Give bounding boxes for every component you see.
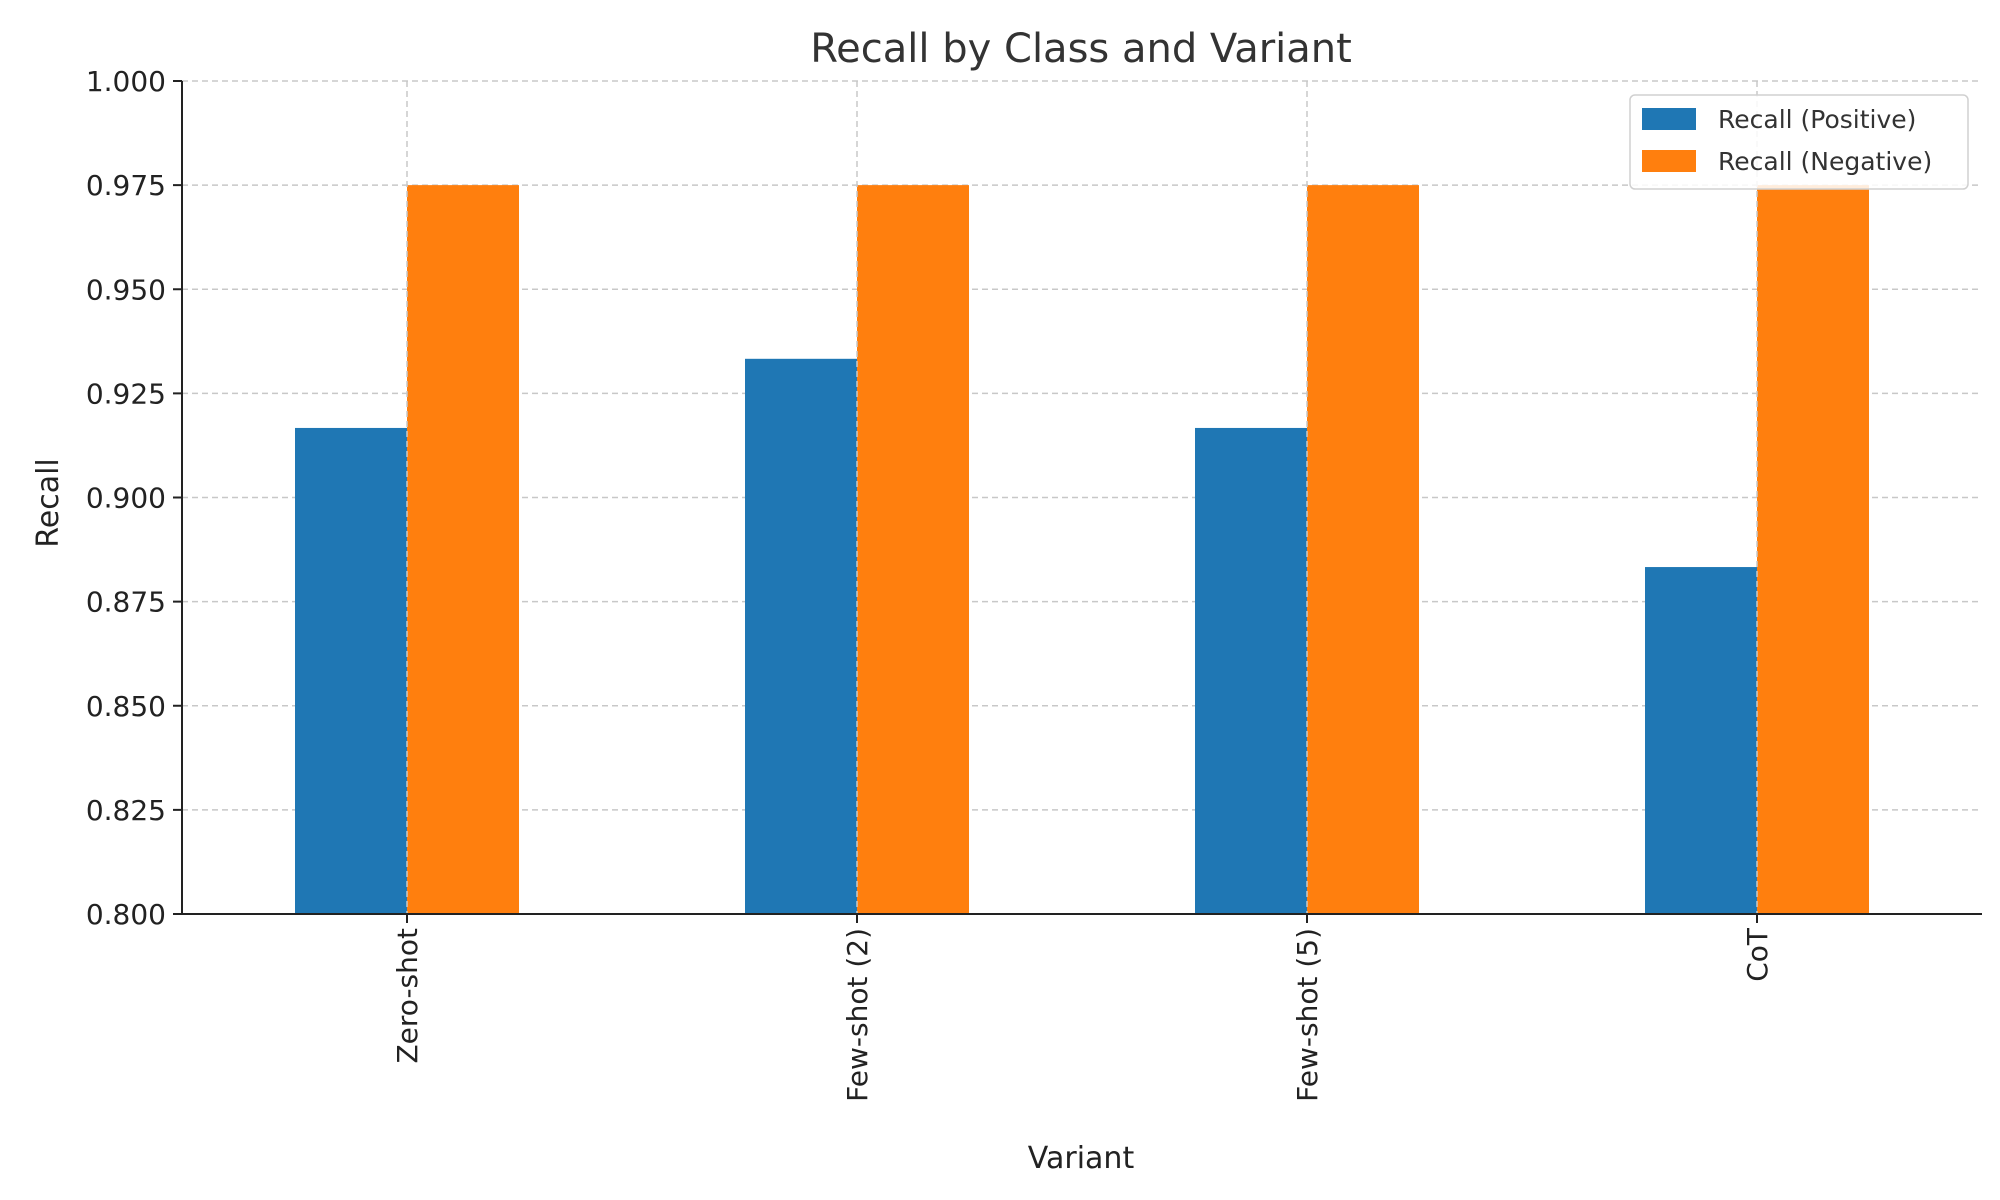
y-tick-label: 0.825 [86,794,166,827]
bar-negative-3 [1757,185,1869,914]
y-tick-label: 0.850 [86,690,166,723]
x-ticks: Zero-shot Few-shot (2) Few-shot (5) CoT [391,914,1774,1102]
legend-label: Recall (Negative) [1718,147,1932,176]
legend-swatch [1642,108,1696,130]
bar-positive-1 [745,358,857,914]
y-tick-label: 1.000 [86,65,166,98]
x-tick-label: Few-shot (5) [1291,928,1324,1102]
x-tick-label: Few-shot (2) [841,928,874,1102]
y-tick-label: 0.900 [86,482,166,515]
legend: Recall (Positive) Recall (Negative) [1629,94,1969,190]
x-tick-label: Zero-shot [391,928,424,1064]
y-tick-label: 0.875 [86,586,166,619]
bar-positive-0 [295,427,407,914]
legend-swatch [1642,150,1696,172]
bar-negative-0 [407,185,519,914]
bar-negative-2 [1307,185,1419,914]
bar-positive-2 [1195,427,1307,914]
y-tick-label: 0.975 [86,169,166,202]
x-axis-label: Variant [1028,1141,1135,1176]
x-tick-label: CoT [1741,927,1774,982]
chart-title: Recall by Class and Variant [810,26,1352,72]
y-tick-label: 0.950 [86,273,166,306]
y-tick-label: 0.800 [86,898,166,931]
bars [295,185,1869,914]
legend-box [1629,94,1969,190]
bar-positive-3 [1645,567,1757,914]
y-axis-label: Recall [31,458,66,548]
y-tick-label: 0.925 [86,377,166,410]
legend-label: Recall (Positive) [1718,105,1916,134]
bar-negative-1 [857,185,969,914]
y-ticks: 0.800 0.825 0.850 0.875 0.900 0.925 0.950 0.975… [86,65,182,931]
